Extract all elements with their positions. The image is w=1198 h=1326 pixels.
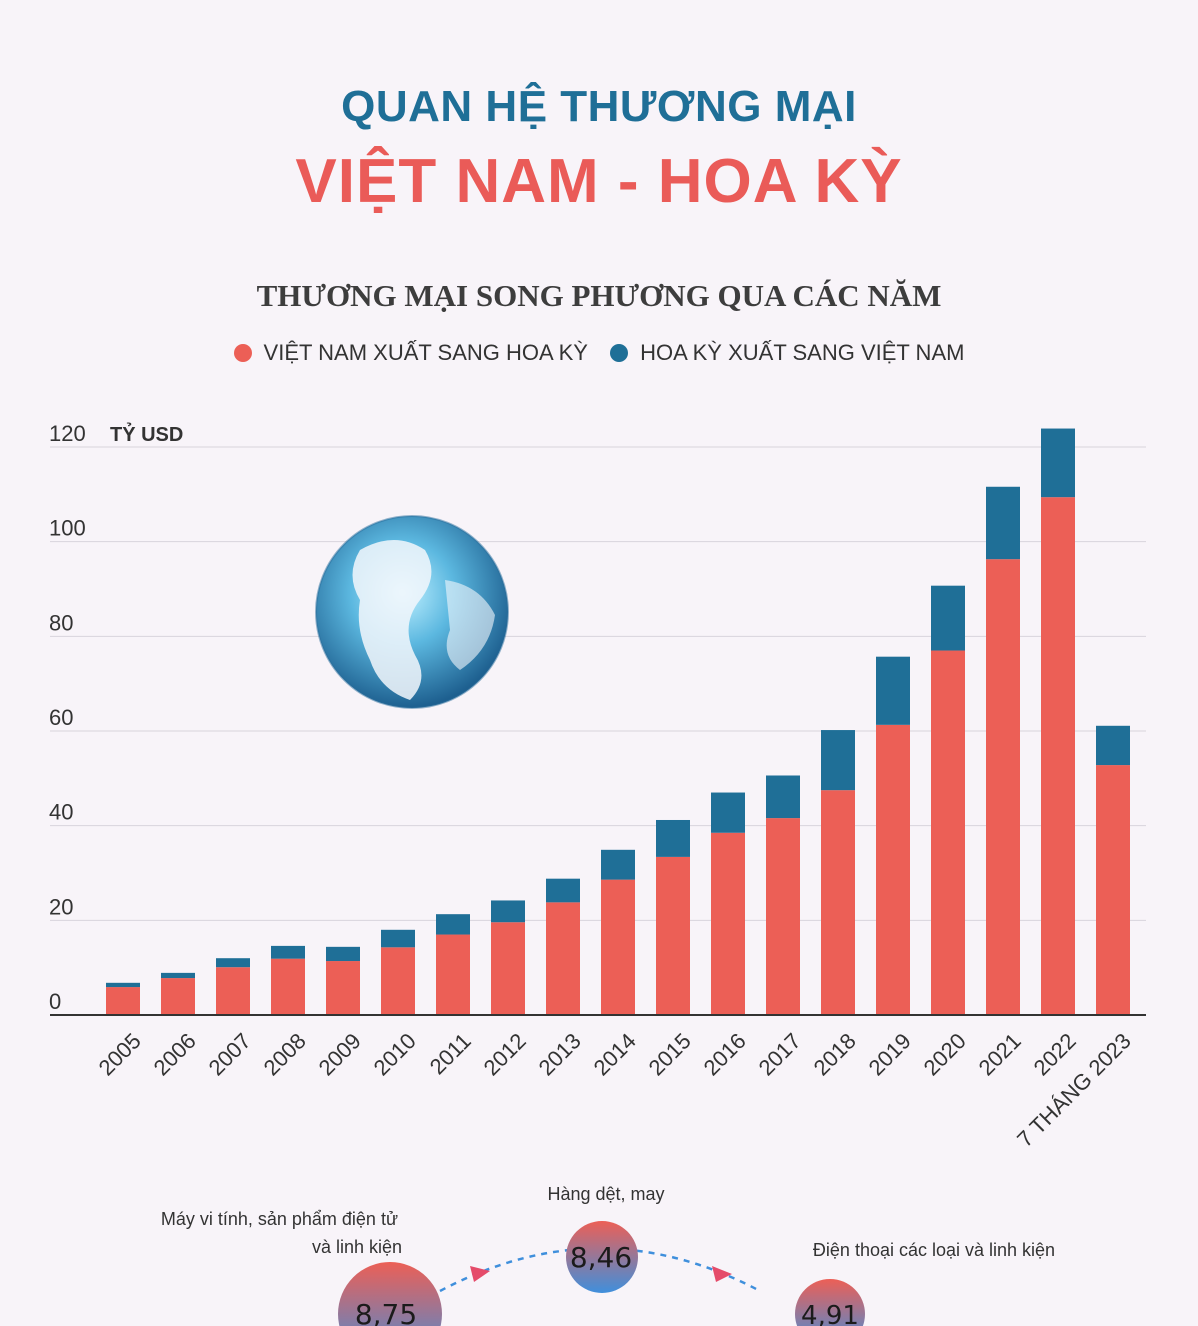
bar-vn-export	[491, 922, 525, 1015]
x-tick-label: 2013	[534, 1028, 586, 1080]
bar-vn-export	[161, 978, 195, 1015]
y-tick-labels: 0 20 40 60 80 100 120	[49, 421, 86, 1014]
bar-us-export	[216, 958, 250, 968]
bar-us-export	[656, 819, 690, 857]
x-tick-label: 2015	[644, 1028, 696, 1080]
bar-vn-export	[931, 650, 965, 1015]
title-line2: VIỆT NAM - HOA KỲ	[295, 147, 903, 216]
legend-dot-us	[610, 344, 629, 362]
bar-us-export	[711, 792, 745, 833]
x-tick-labels: 2005 2006 2007 2008 2009 2010 2011 2012 2013 2014…	[94, 1028, 1136, 1152]
bar-vn-export	[1041, 497, 1075, 1015]
bar-vn-export	[436, 934, 470, 1015]
x-tick-label: 2009	[314, 1028, 366, 1080]
legend-label-us: HOA KỲ XUẤT SANG VIỆT NAM	[640, 340, 965, 365]
bar-vn-export	[1096, 765, 1130, 1015]
y-tick-label: 0	[49, 989, 61, 1014]
bubble-value-computers: 8,75	[355, 1298, 417, 1326]
y-tick-label: 80	[49, 610, 73, 635]
x-tick-label: 2008	[259, 1028, 311, 1080]
bar-us-export	[931, 585, 965, 651]
bar-us-export	[766, 775, 800, 819]
arrow-icon	[470, 1266, 490, 1282]
bar-vn-export	[656, 856, 690, 1015]
title-line1: QUAN HỆ THƯƠNG MẠI	[341, 82, 857, 131]
x-tick-label: 2017	[754, 1028, 806, 1080]
bubble-section: 8,75 8,46 4,91 Máy vi tính, sản phẩm điệ…	[161, 1184, 1055, 1326]
legend-item-vn: VIỆT NAM XUẤT SANG HOA KỲ	[233, 340, 588, 366]
y-tick-label: 120	[49, 421, 86, 446]
x-tick-label: 2011	[425, 1028, 476, 1079]
y-tick-label: 100	[49, 516, 86, 541]
x-tick-label: 2021	[974, 1028, 1026, 1080]
x-tick-label: 2007	[204, 1028, 256, 1080]
bar-vn-export	[821, 790, 855, 1015]
x-tick-label: 2012	[479, 1028, 531, 1080]
x-tick-label: 2010	[369, 1028, 421, 1080]
bar-vn-export	[326, 961, 360, 1015]
bubble-value-phones: 4,91	[801, 1301, 859, 1326]
bar-vn-export	[766, 818, 800, 1015]
x-tick-label: 2014	[589, 1028, 641, 1080]
bar-vn-export	[546, 902, 580, 1015]
bar-us-export	[271, 945, 305, 959]
x-tick-label: 2006	[149, 1028, 201, 1080]
grid-lines	[50, 446, 1146, 921]
bar-us-export	[601, 849, 635, 880]
x-tick-label: 2005	[94, 1028, 146, 1080]
bar-us-export	[161, 972, 195, 979]
legend-label-vn: VIỆT NAM XUẤT SANG HOA KỲ	[263, 340, 588, 365]
y-axis-label: TỶ USD	[110, 423, 183, 446]
arrow-icon	[712, 1266, 732, 1282]
bar-us-export	[1041, 428, 1075, 498]
globe-icon	[315, 515, 509, 709]
bubble-value-textiles: 8,46	[570, 1241, 632, 1274]
x-tick-label: 2016	[699, 1028, 751, 1080]
bar-vn-export	[216, 967, 250, 1015]
bubble-computers	[338, 1262, 442, 1326]
bar-us-export	[546, 878, 580, 903]
bar-us-export	[876, 656, 910, 725]
bubble-label-textiles: Hàng dệt, may	[547, 1184, 664, 1204]
bar-us-export	[436, 914, 470, 935]
y-tick-label: 20	[49, 894, 73, 919]
bar-vn-export	[876, 724, 910, 1015]
bar-vn-export	[106, 987, 140, 1015]
bubble-phones	[795, 1279, 865, 1326]
bar-us-export	[326, 946, 360, 962]
bubble-label-phones: Điện thoại các loại và linh kiện	[813, 1240, 1055, 1260]
x-tick-label: 2019	[864, 1028, 916, 1080]
bubble-label-computers-1: Máy vi tính, sản phẩm điện tử	[161, 1209, 398, 1229]
bar-us-export	[821, 730, 855, 791]
bubble-label-computers-2: và linh kiện	[312, 1237, 402, 1257]
bar-us-export	[491, 900, 525, 923]
x-tick-label: 2018	[809, 1028, 861, 1080]
bar-us-export	[986, 486, 1020, 560]
bars	[106, 428, 1130, 1015]
chart-legend: VIỆT NAM XUẤT SANG HOA KỲ HOA KỲ XUẤT SA…	[0, 340, 1198, 366]
chart-title: THƯƠNG MẠI SONG PHƯƠNG QUA CÁC NĂM	[256, 278, 942, 313]
bubble-textiles	[566, 1221, 638, 1293]
bar-vn-export	[986, 559, 1020, 1015]
bar-us-export	[381, 929, 415, 948]
bar-us-export	[1096, 725, 1130, 766]
x-tick-label: 2020	[919, 1028, 971, 1080]
y-tick-label: 40	[49, 800, 73, 825]
bar-vn-export	[711, 832, 745, 1015]
bar-us-export	[106, 982, 140, 988]
y-tick-label: 60	[49, 705, 73, 730]
bar-vn-export	[381, 947, 415, 1015]
bar-vn-export	[271, 958, 305, 1015]
legend-dot-vn	[233, 344, 252, 362]
legend-item-us: HOA KỲ XUẤT SANG VIỆT NAM	[610, 340, 964, 366]
bar-vn-export	[601, 879, 635, 1015]
